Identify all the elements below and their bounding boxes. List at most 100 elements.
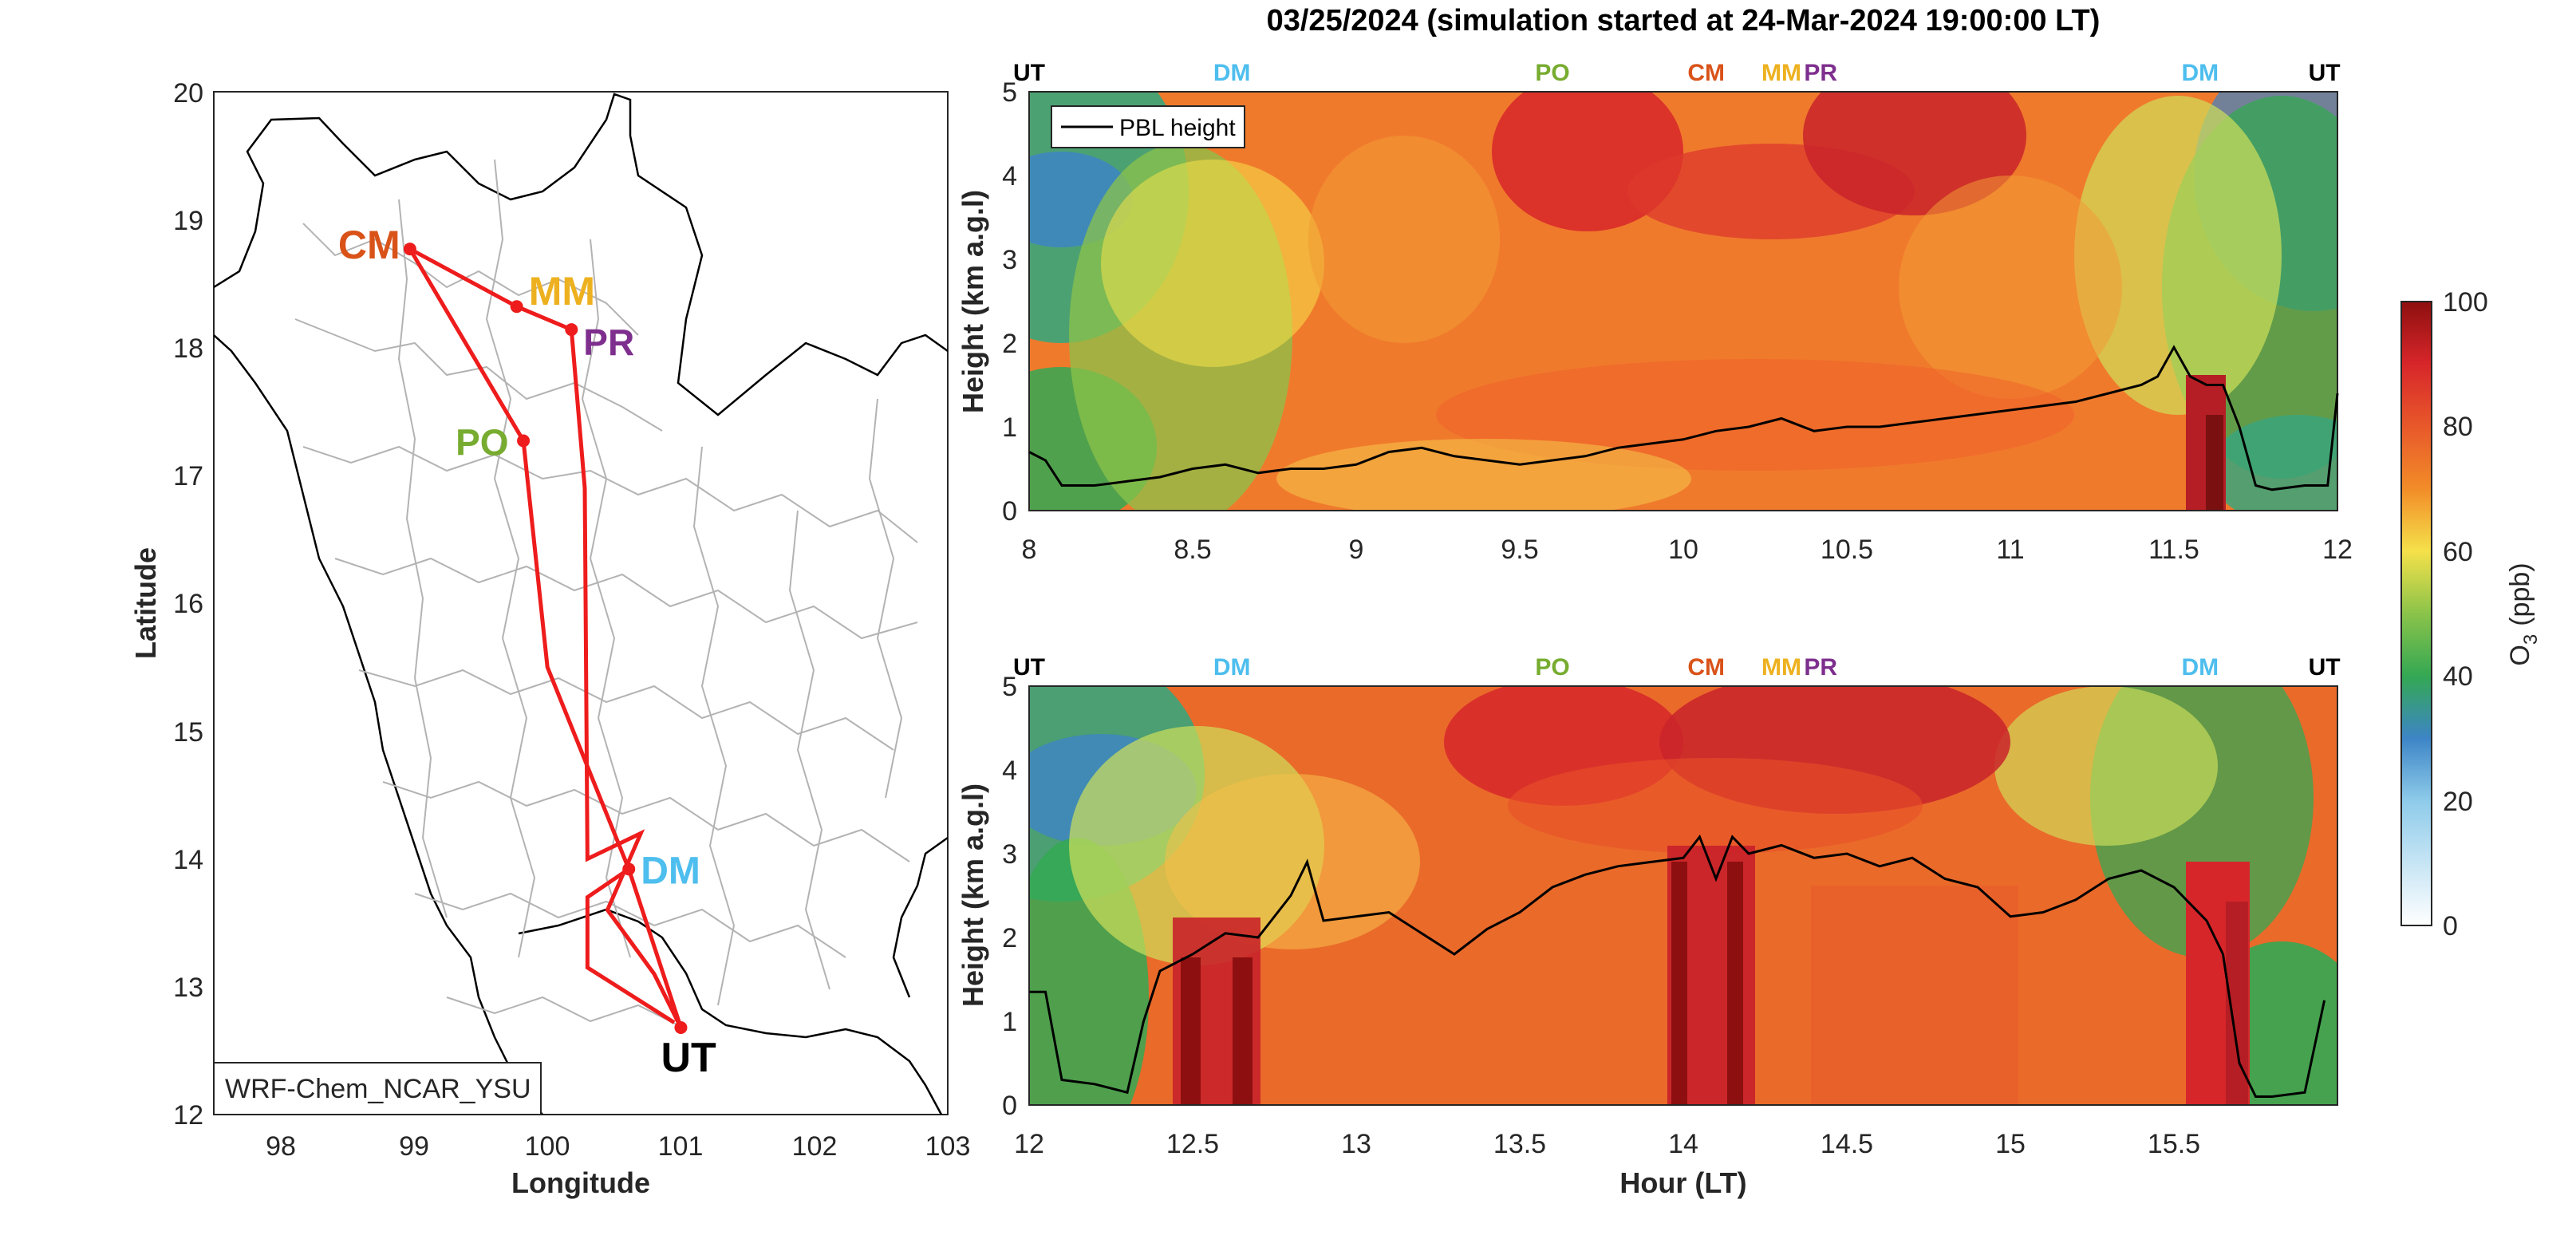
map-y-tick: 14 (173, 845, 203, 875)
colorbar-tick: 80 (2443, 412, 2473, 442)
colorbar-gradient (2400, 301, 2432, 926)
site-marker-ut (674, 1021, 688, 1035)
bottom-curtain-panel: 12 12.5 13 13.5 14 14.5 15 15.5 0 1 2 3 … (957, 654, 2341, 1199)
bottom-x-tick: 13 (1341, 1129, 1371, 1159)
country-boundary (214, 93, 948, 1115)
map-x-tick: 103 (925, 1131, 971, 1162)
site-marker-dm (622, 862, 636, 876)
site-top-label-ut: UT (1013, 654, 1045, 681)
site-label-ut: UT (661, 1035, 716, 1081)
bottom-x-tick: 12 (1014, 1129, 1044, 1159)
model-label-box (213, 1062, 542, 1115)
site-top-label-po: PO (1535, 60, 1569, 86)
map-y-tick: 13 (173, 973, 203, 1003)
top-y-tick: 5 (1002, 77, 1017, 108)
bottom-y-tick: 5 (1002, 672, 1017, 702)
bottom-y-tick: 3 (1002, 839, 1017, 870)
colorbar-tick: 0 (2443, 911, 2458, 941)
site-top-label-po: PO (1535, 654, 1569, 681)
bottom-y-ticks: 0 1 2 3 4 5 (1002, 672, 1017, 1121)
map-y-ticks: 12 13 14 15 16 17 18 19 20 (173, 78, 203, 1131)
site-top-label-ut: UT (2309, 654, 2341, 681)
model-label: WRF-Chem_NCAR_YSU (225, 1074, 531, 1104)
bottom-x-tick: 13.5 (1493, 1129, 1546, 1159)
site-marker-po (517, 434, 531, 448)
bottom-x-tick: 15 (1995, 1129, 2026, 1159)
top-y-tick: 4 (1002, 161, 1017, 191)
top-y-tick: 0 (1002, 496, 1017, 527)
colorbar-tick: 40 (2443, 661, 2473, 692)
top-y-label: Height (km a.g.l) (957, 190, 989, 413)
bottom-heatmap-field (1029, 686, 2337, 1105)
site-top-label-cm: CM (1687, 654, 1725, 681)
top-y-ticks: 0 1 2 3 4 5 (1002, 77, 1017, 527)
map-y-tick: 19 (173, 206, 203, 236)
map-y-tick: 15 (173, 717, 203, 748)
top-x-ticks: 8 8.5 9 9.5 10 10.5 11 11.5 12 (1022, 535, 2353, 565)
pbl-height-line-top (1028, 345, 2339, 491)
map-x-tick: 98 (266, 1131, 296, 1162)
site-top-label-dm: DM (2181, 60, 2219, 86)
site-top-label-cm: CM (1687, 60, 1725, 86)
colorbar-tick: 60 (2443, 537, 2473, 567)
site-top-label-dm: DM (1213, 654, 1251, 681)
bottom-x-tick: 12.5 (1166, 1129, 1219, 1159)
bottom-x-label: Hour (LT) (1619, 1166, 1746, 1199)
bottom-y-tick: 0 (1002, 1091, 1017, 1121)
pbl-legend: PBL height (1051, 105, 1245, 148)
top-heatmap-field (1029, 92, 2337, 511)
site-top-label-pr: PR (1804, 654, 1837, 681)
top-y-tick: 3 (1002, 245, 1017, 275)
colorbar-label-sub: 3 (2520, 634, 2542, 645)
colorbar-label: O3 (ppb) (2505, 562, 2542, 665)
map-x-tick: 101 (658, 1131, 704, 1162)
top-x-tick: 11 (1996, 535, 2024, 565)
bottom-y-label: Height (km a.g.l) (957, 783, 989, 1007)
site-marker-cm (403, 243, 416, 256)
site-top-label-mm: MM (1761, 654, 1801, 681)
map-x-tick: 100 (525, 1131, 570, 1162)
map-y-tick: 12 (173, 1100, 203, 1131)
top-x-tick: 10 (1668, 535, 1698, 565)
route-line-segment (585, 867, 676, 1024)
bottom-y-tick: 4 (1002, 756, 1017, 786)
site-marker-pr (565, 323, 578, 337)
pbl-height-line-bottom (1029, 834, 2326, 1098)
top-x-tick: 9 (1349, 535, 1364, 565)
map-y-tick: 17 (173, 461, 203, 491)
top-x-tick: 8.5 (1174, 535, 1211, 565)
top-x-tick: 8 (1022, 535, 1037, 565)
map-x-tick: 102 (792, 1131, 838, 1162)
bottom-x-ticks: 12 12.5 13 13.5 14 14.5 15 15.5 (1014, 1129, 2200, 1159)
top-x-tick: 12 (2322, 535, 2353, 565)
colorbar-tick: 20 (2443, 787, 2473, 817)
map-panel: 98 99 100 101 102 103 12 13 14 15 16 17 … (129, 78, 970, 1199)
site-label-cm: CM (338, 223, 400, 267)
top-y-tick: 1 (1002, 412, 1017, 443)
bottom-y-tick: 2 (1002, 923, 1017, 953)
site-markers: CM MM PR PO DM UT (338, 223, 716, 1081)
site-label-pr: PR (583, 322, 634, 363)
colorbar: 0 20 40 60 80 100 O3 (ppb) (2400, 287, 2542, 941)
top-x-tick: 10.5 (1821, 535, 1873, 565)
site-marker-mm (510, 300, 523, 314)
top-site-labels: UT DM PO CM MM PR DM UT (1013, 60, 2341, 86)
site-top-label-pr: PR (1804, 60, 1837, 86)
map-y-tick: 18 (173, 333, 203, 364)
site-label-dm: DM (641, 850, 700, 892)
colorbar-label-unit: (ppb) (2505, 562, 2535, 625)
map-x-ticks: 98 99 100 101 102 103 (266, 1131, 970, 1162)
site-top-label-mm: MM (1761, 60, 1801, 86)
site-label-po: PO (456, 421, 508, 463)
top-y-tick: 2 (1002, 329, 1017, 359)
bottom-x-tick: 14 (1668, 1129, 1698, 1159)
map-x-tick: 99 (399, 1131, 429, 1162)
top-x-tick: 9.5 (1501, 535, 1538, 565)
top-x-tick: 11.5 (2148, 535, 2199, 565)
top-axes-box (1028, 91, 2338, 511)
colorbar-tick: 100 (2443, 287, 2488, 318)
colorbar-label-main: O (2505, 645, 2535, 665)
figure-title: 03/25/2024 (simulation started at 24-Mar… (1267, 4, 2101, 37)
site-label-mm: MM (529, 269, 595, 314)
